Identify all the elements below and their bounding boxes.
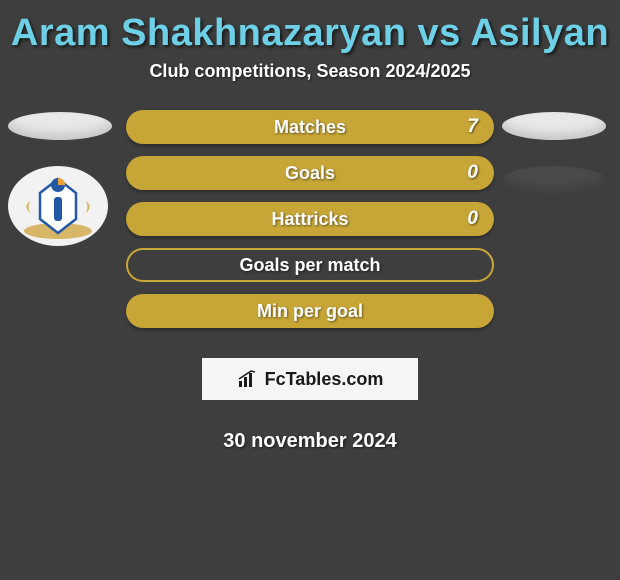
stat-value: 0 bbox=[467, 208, 478, 230]
club-logo-left bbox=[8, 166, 108, 246]
player-right-placeholder bbox=[502, 112, 606, 140]
stat-label: Goals bbox=[285, 163, 335, 184]
stat-row-goals: Goals 0 bbox=[126, 156, 494, 190]
right-column bbox=[502, 110, 612, 453]
stat-label: Goals per match bbox=[239, 255, 380, 276]
stat-label: Hattricks bbox=[271, 209, 348, 230]
stat-row-matches: Matches 7 bbox=[126, 110, 494, 144]
player-left-placeholder bbox=[8, 112, 112, 140]
page-title: Aram Shakhnazaryan vs Asilyan bbox=[0, 0, 620, 61]
content-row: Matches 7 Goals 0 Hattricks 0 Goals per … bbox=[0, 110, 620, 453]
stat-row-mpg: Min per goal bbox=[126, 294, 494, 328]
left-column bbox=[8, 110, 118, 453]
footer-date: 30 november 2024 bbox=[126, 430, 494, 453]
stat-label: Min per goal bbox=[257, 301, 363, 322]
stat-value: 7 bbox=[467, 116, 478, 138]
stat-row-hattricks: Hattricks 0 bbox=[126, 202, 494, 236]
crest-icon bbox=[18, 171, 98, 241]
stat-row-gpm: Goals per match bbox=[126, 248, 494, 282]
brand-chart-icon bbox=[237, 369, 259, 389]
club-right-placeholder bbox=[502, 166, 606, 194]
stat-label: Matches bbox=[274, 117, 346, 138]
stat-value: 0 bbox=[467, 162, 478, 184]
page-subtitle: Club competitions, Season 2024/2025 bbox=[0, 61, 620, 82]
brand-badge[interactable]: FcTables.com bbox=[202, 358, 418, 400]
brand-text: FcTables.com bbox=[265, 369, 384, 390]
stats-column: Matches 7 Goals 0 Hattricks 0 Goals per … bbox=[126, 110, 494, 453]
